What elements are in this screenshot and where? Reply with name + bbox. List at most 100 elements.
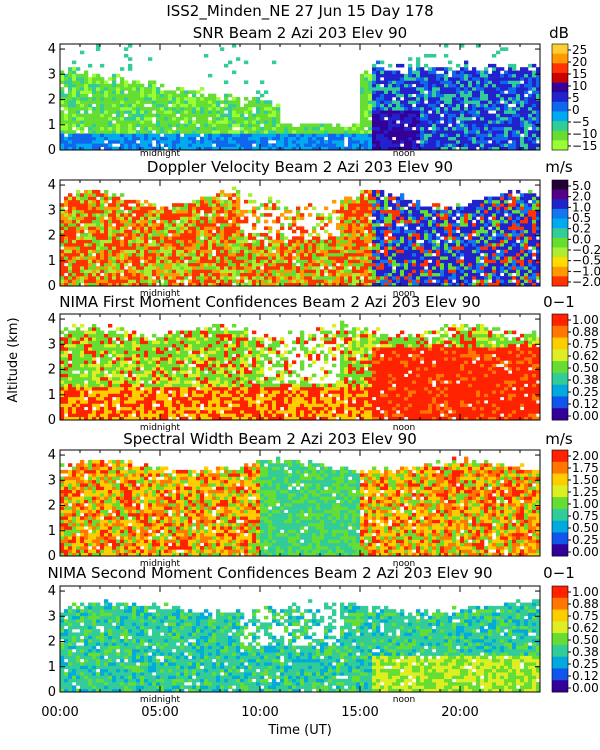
heatmap-cell: [352, 256, 357, 260]
heatmap-cell: [208, 73, 213, 78]
heatmap-cell: [136, 116, 141, 121]
heatmap-cell: [252, 146, 257, 151]
heatmap-cell: [352, 126, 357, 131]
heatmap-cell: [368, 100, 373, 104]
heatmap-cell: [456, 83, 461, 88]
heatmap-cell: [180, 97, 185, 101]
heatmap-cell: [268, 123, 273, 128]
heatmap-cell: [424, 126, 429, 131]
heatmap-cell: [364, 116, 369, 121]
heatmap-cell: [404, 236, 409, 240]
heatmap-cell: [384, 199, 389, 204]
heatmap-cell: [80, 120, 85, 124]
heatmap-cell: [408, 80, 413, 85]
heatmap-cell: [120, 106, 125, 111]
heatmap-cell: [304, 130, 309, 134]
heatmap-cell: [460, 106, 465, 111]
heatmap-cell: [384, 206, 389, 211]
heatmap-cell: [428, 239, 433, 244]
heatmap-cell: [260, 130, 265, 134]
heatmap-cell: [92, 199, 97, 204]
heatmap-cell: [448, 279, 453, 283]
heatmap-cell: [396, 262, 401, 267]
heatmap-cell: [284, 123, 289, 128]
heatmap-cell: [140, 116, 145, 121]
heatmap-cell: [248, 256, 253, 260]
heatmap-cell: [504, 252, 509, 257]
heatmap-cell: [268, 133, 273, 138]
heatmap-cell: [308, 256, 313, 260]
heatmap-cell: [328, 279, 333, 283]
heatmap-cell: [136, 80, 141, 85]
heatmap-cell: [208, 110, 213, 114]
heatmap-cell: [428, 120, 433, 124]
heatmap-cell: [464, 252, 469, 257]
heatmap-cell: [452, 213, 457, 217]
heatmap-cell: [256, 246, 261, 250]
heatmap-cell: [204, 276, 209, 280]
heatmap-cell: [404, 90, 409, 94]
heatmap-cell: [444, 249, 449, 254]
heatmap-cell: [92, 233, 97, 237]
heatmap-cell: [276, 216, 281, 221]
heatmap-cell: [92, 133, 97, 138]
heatmap-cell: [140, 236, 145, 240]
heatmap-cell: [320, 259, 325, 264]
heatmap-cell: [116, 103, 121, 108]
heatmap-cell: [188, 203, 193, 207]
heatmap-cell: [408, 269, 413, 274]
heatmap-cell: [76, 123, 81, 128]
colorbar-tick-label: −10: [572, 127, 597, 141]
heatmap-cell: [520, 120, 525, 124]
heatmap-cell: [80, 50, 85, 55]
heatmap-cell: [412, 130, 417, 134]
heatmap-cell: [324, 266, 329, 270]
heatmap-cell: [452, 93, 457, 98]
heatmap-cell: [220, 209, 225, 214]
heatmap-cell: [348, 140, 353, 144]
heatmap-cell: [108, 269, 113, 274]
heatmap-cell: [172, 106, 177, 111]
heatmap-cell: [72, 266, 77, 270]
heatmap-cell: [252, 130, 257, 134]
heatmap-cell: [96, 189, 101, 194]
heatmap-cell: [276, 206, 281, 211]
heatmap-cell: [236, 246, 241, 250]
heatmap-cell: [416, 143, 421, 147]
heatmap-cell: [144, 246, 149, 250]
heatmap-cell: [104, 93, 109, 98]
heatmap-cell: [460, 272, 465, 277]
heatmap-cell: [260, 272, 265, 277]
heatmap-cell: [468, 143, 473, 147]
heatmap-cell: [92, 219, 97, 224]
heatmap-cell: [240, 269, 245, 274]
heatmap-cell: [280, 252, 285, 257]
heatmap-cell: [136, 219, 141, 224]
heatmap-cell: [328, 256, 333, 260]
heatmap-cell: [484, 229, 489, 234]
heatmap-cell: [408, 226, 413, 230]
heatmap-cell: [464, 73, 469, 78]
heatmap-cell: [192, 140, 197, 144]
heatmap-cell: [288, 216, 293, 221]
heatmap-cell: [392, 256, 397, 260]
heatmap-cell: [412, 252, 417, 257]
heatmap-cell: [324, 123, 329, 128]
heatmap-cell: [144, 262, 149, 267]
heatmap-cell: [456, 276, 461, 280]
heatmap-cell: [448, 93, 453, 98]
heatmap-cell: [488, 249, 493, 254]
heatmap-cell: [476, 203, 481, 207]
heatmap-cell: [252, 276, 257, 280]
heatmap-cell: [112, 77, 117, 81]
heatmap-cell: [288, 276, 293, 280]
heatmap-cell: [456, 140, 461, 144]
heatmap-cell: [88, 239, 93, 244]
heatmap-cell: [384, 136, 389, 141]
heatmap-cell: [372, 239, 377, 244]
heatmap-cell: [96, 110, 101, 114]
heatmap-cell: [84, 77, 89, 81]
heatmap-cell: [136, 97, 141, 101]
heatmap-cell: [244, 259, 249, 264]
heatmap-cell: [472, 120, 477, 124]
